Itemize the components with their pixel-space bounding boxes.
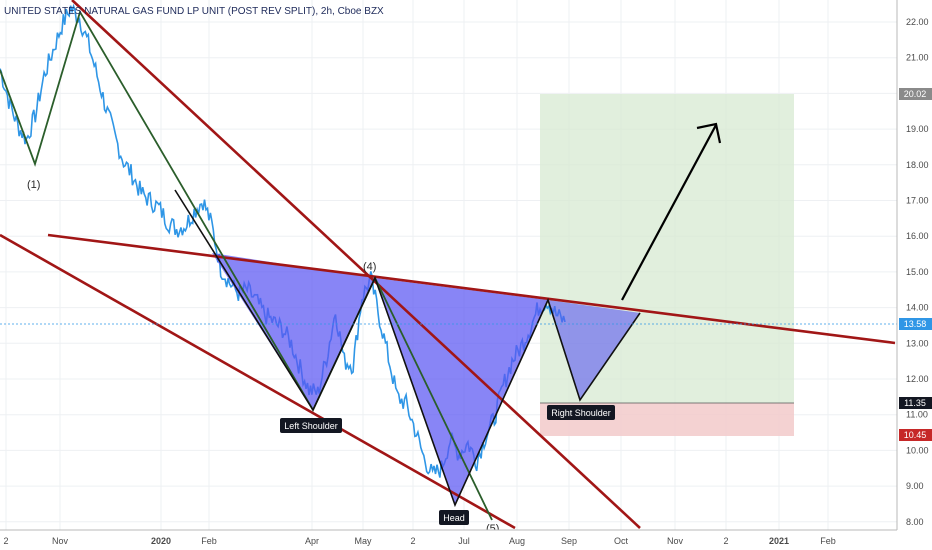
time-axis-background [0, 530, 897, 550]
wave-count-line [0, 9, 493, 521]
target-price-label: 20.02 [904, 89, 927, 99]
y-axis-ticks: 8.00 9.00 10.00 11.00 12.00 13.00 14.00 15.00 16… [906, 17, 929, 527]
x-tick-label: Nov [667, 536, 684, 546]
left-shoulder-shape [212, 253, 375, 410]
chart-title: UNITED STATES NATURAL GAS FUND LP UNIT (… [4, 6, 384, 17]
y-tick-label: 15.00 [906, 267, 929, 277]
head-tag: Head [443, 513, 465, 523]
y-tick-label: 18.00 [906, 160, 929, 170]
projection-arrow-head [696, 122, 722, 144]
x-tick-label: 2 [410, 536, 415, 546]
x-tick-label: Feb [201, 536, 217, 546]
x-tick-label: Jul [458, 536, 470, 546]
wave-label-4: (4) [363, 261, 376, 273]
right-shoulder-tag: Right Shoulder [551, 408, 611, 418]
x-tick-label: Apr [305, 536, 319, 546]
x-tick-label: 2 [3, 536, 8, 546]
head-shape [375, 278, 548, 505]
y-tick-label: 10.00 [906, 445, 929, 455]
y-tick-label: 9.00 [906, 481, 924, 491]
entry-price-box [899, 397, 932, 409]
last-price-box [899, 318, 932, 330]
stop-price-box [899, 429, 932, 441]
y-tick-label: 22.00 [906, 17, 929, 27]
y-tick-label: 16.00 [906, 231, 929, 241]
x-tick-label: Nov [52, 536, 69, 546]
right-shoulder-shape [548, 300, 640, 400]
x-tick-label: Sep [561, 536, 577, 546]
x-tick-label: 2020 [151, 536, 171, 546]
left-shoulder-tag-bg [280, 418, 342, 433]
stop-price-label: 10.45 [904, 430, 927, 440]
lower-channel-line [0, 233, 516, 530]
y-tick-label: 17.00 [906, 196, 929, 206]
y-tick-label: 12.00 [906, 374, 929, 384]
projection-arrow-line [621, 124, 717, 301]
x-tick-label: May [354, 536, 372, 546]
y-tick-label: 21.00 [906, 53, 929, 63]
x-tick-label: 2021 [769, 536, 789, 546]
x-axis-ticks: 2 Nov 2020 Feb Apr May 2 Jul Aug Sep Oct Nov 2 2021 Fe… [3, 536, 835, 546]
y-tick-label: 14.00 [906, 303, 929, 313]
last-price-label: 13.58 [904, 319, 927, 329]
head-tag-bg [439, 510, 469, 525]
x-tick-label: 2 [723, 536, 728, 546]
target-price-box [899, 88, 932, 100]
y-tick-label: 19.00 [906, 124, 929, 134]
y-tick-label: 11.00 [906, 410, 928, 420]
wave-label-1: (1) [27, 179, 40, 191]
x-tick-label: Feb [820, 536, 836, 546]
left-shoulder-tag: Left Shoulder [284, 421, 338, 431]
upper-channel-line [71, 0, 641, 529]
y-tick-label: 13.00 [906, 338, 929, 348]
neckline [47, 233, 896, 345]
right-shoulder-tag-bg [547, 405, 615, 420]
entry-price-label: 11.35 [904, 398, 926, 408]
pattern-outline [174, 189, 641, 508]
x-tick-label: Oct [614, 536, 629, 546]
x-tick-label: Aug [509, 536, 525, 546]
y-tick-label: 8.00 [906, 517, 924, 527]
